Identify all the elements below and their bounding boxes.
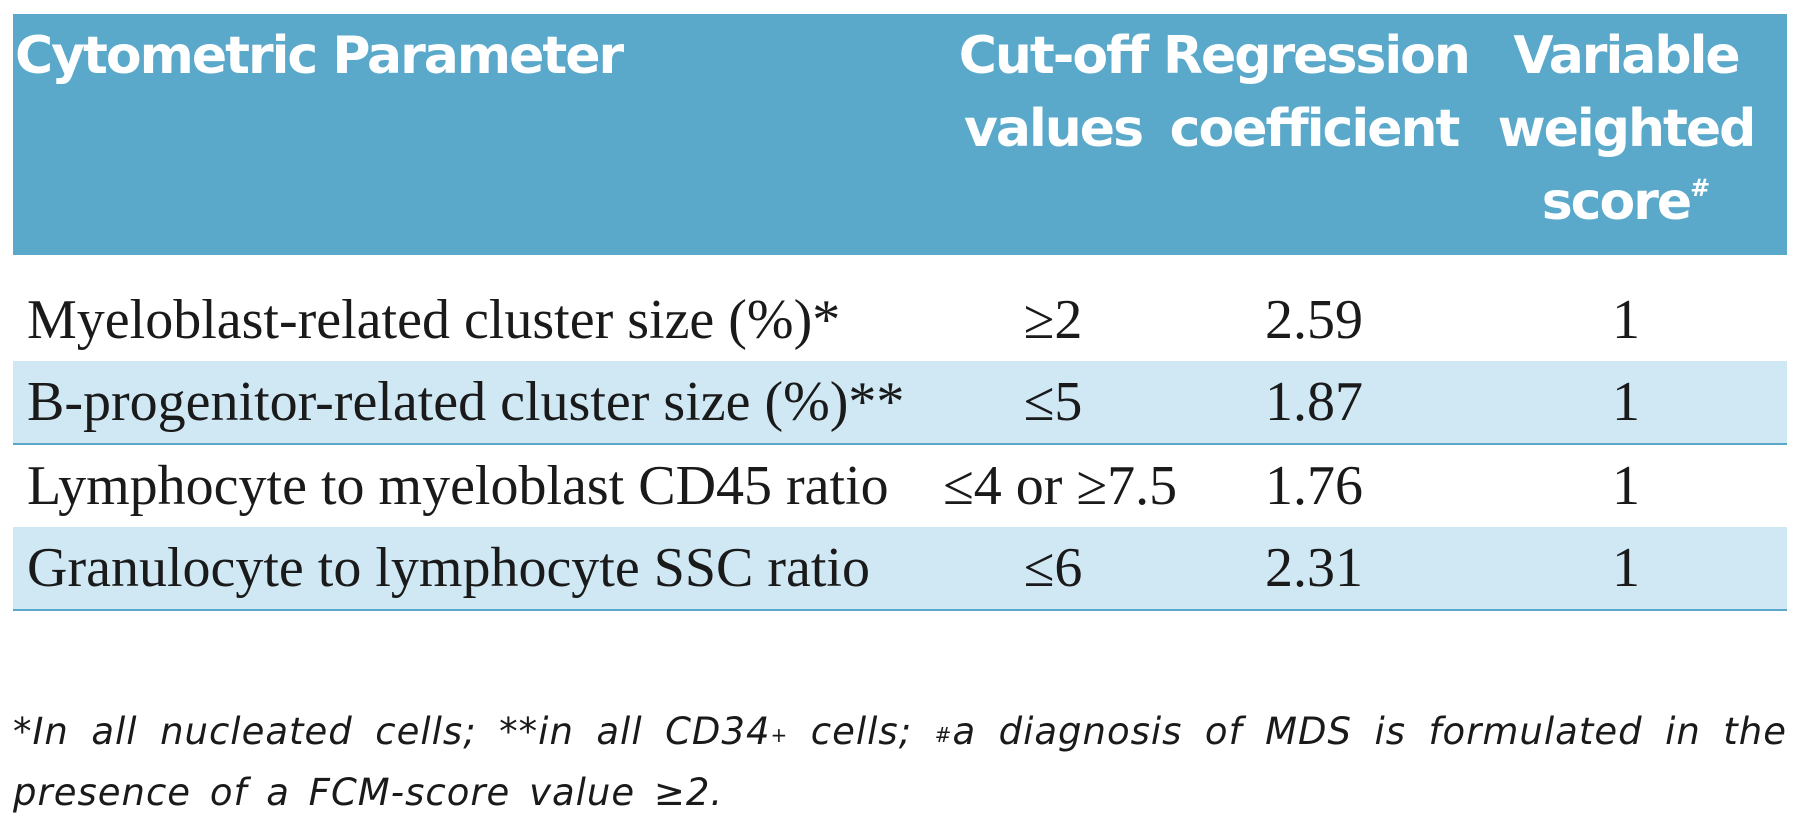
- header-row: Cytometric Parameter Cut-off values Regr…: [13, 14, 1787, 255]
- cell-coefficient: 1.87: [1163, 361, 1465, 445]
- table-row: Granulocyte to lymphocyte SSC ratio ≤6 2…: [13, 527, 1787, 611]
- footnote-sup-hash: #: [934, 723, 953, 747]
- data-table: Cytometric Parameter Cut-off values Regr…: [13, 14, 1787, 611]
- header-regression-line2: coefficient: [1169, 99, 1461, 159]
- cell-score: 1: [1465, 361, 1787, 445]
- table-row: B-progenitor-related cluster size (%)** …: [13, 361, 1787, 445]
- header-weighted-footnote-mark: #: [1690, 174, 1711, 202]
- table-body: Myeloblast-related cluster size (%)* ≥2 …: [13, 255, 1787, 611]
- footnote-part3: a diagnosis of MDS is formulated in the …: [13, 710, 1788, 814]
- cell-cutoff: ≤5: [943, 361, 1163, 445]
- table-footnote: *In all nucleated cells; **in all CD34+ …: [13, 701, 1787, 823]
- cell-score: 1: [1612, 455, 1640, 517]
- header-cytometric-parameter: Cytometric Parameter: [13, 14, 943, 255]
- header-cutoff-line2: values: [963, 99, 1144, 159]
- cell-parameter: Granulocyte to lymphocyte SSC ratio: [13, 527, 943, 611]
- cell-score: 1: [1612, 289, 1640, 351]
- header-cutoff-line1: Cut-off: [958, 26, 1150, 86]
- footnote-sup-plus: +: [770, 723, 789, 747]
- cell-cutoff: ≤6: [943, 527, 1163, 611]
- table-row: Lymphocyte to myeloblast CD45 ratio ≤4 o…: [13, 444, 1787, 527]
- header-regression-line1: Regression: [1163, 26, 1471, 86]
- header-weighted-line2: weighted: [1497, 99, 1757, 159]
- fcm-score-table: Cytometric Parameter Cut-off values Regr…: [13, 14, 1787, 611]
- spacer-row: [13, 255, 1787, 279]
- cell-cutoff: ≥2: [1023, 289, 1083, 351]
- cell-cutoff: ≤4 or ≥7.5: [943, 455, 1178, 517]
- header-parameter-label: Cytometric Parameter: [15, 26, 624, 86]
- cell-parameter: B-progenitor-related cluster size (%)**: [13, 361, 943, 445]
- cell-coefficient: 2.31: [1163, 527, 1465, 611]
- table-row: Myeloblast-related cluster size (%)* ≥2 …: [13, 279, 1787, 361]
- table-header: Cytometric Parameter Cut-off values Regr…: [13, 14, 1787, 255]
- header-regression-coefficient: Regression coefficient: [1163, 14, 1471, 255]
- footnote-part1: *In all nucleated cells; **in all CD34: [13, 710, 771, 753]
- header-weighted-line1: Variable: [1513, 26, 1740, 86]
- cell-coefficient: 2.59: [1265, 289, 1363, 351]
- cell-coefficient: 1.76: [1265, 455, 1363, 517]
- cell-parameter: Myeloblast-related cluster size (%)*: [27, 289, 841, 351]
- cell-score: 1: [1465, 527, 1787, 611]
- footnote-part2: cells;: [788, 710, 935, 753]
- header-variable-weighted-score: Variable weighted score#: [1465, 14, 1787, 255]
- cell-parameter: Lymphocyte to myeloblast CD45 ratio: [27, 455, 889, 517]
- header-cutoff-values: Cut-off values: [943, 14, 1163, 255]
- header-weighted-line3: score: [1541, 172, 1692, 232]
